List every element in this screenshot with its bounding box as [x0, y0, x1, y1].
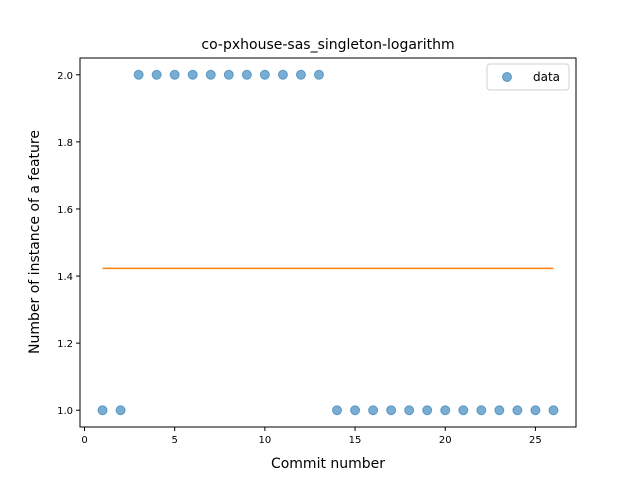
chart-title: co-pxhouse-sas_singleton-logarithm: [201, 37, 454, 53]
x-tick-label: 15: [349, 435, 362, 446]
data-point: [115, 405, 126, 416]
axes-frame: [79, 57, 577, 428]
y-axis-title: Number of instance of a feature: [27, 130, 43, 354]
data-point: [476, 405, 487, 416]
y-tick-label: 1.4: [57, 272, 73, 283]
legend-label-data: data: [533, 70, 560, 84]
x-tick-label: 25: [529, 435, 542, 446]
y-tick-label: 1.2: [57, 339, 73, 350]
data-point: [151, 69, 162, 80]
data-point: [259, 69, 270, 80]
data-point: [512, 405, 523, 416]
y-tick-label: 1.6: [57, 205, 73, 216]
x-tick-label: 20: [439, 435, 452, 446]
data-point: [548, 405, 559, 416]
plot-area: [97, 69, 559, 416]
data-point: [530, 405, 541, 416]
data-point: [223, 69, 234, 80]
x-axis-title: Commit number: [271, 456, 385, 472]
x-tick-label: 0: [81, 435, 87, 446]
data-point: [313, 69, 324, 80]
data-point: [458, 405, 469, 416]
data-point: [133, 69, 144, 80]
x-tick-label: 10: [259, 435, 272, 446]
data-point: [97, 405, 108, 416]
data-point: [277, 69, 288, 80]
data-point: [295, 69, 306, 80]
data-point: [241, 69, 252, 80]
y-tick-label: 2.0: [57, 71, 73, 82]
data-point: [386, 405, 397, 416]
data-point: [494, 405, 505, 416]
y-tick-label: 1.0: [57, 406, 73, 417]
data-point: [368, 405, 379, 416]
data-point: [350, 405, 361, 416]
data-point: [187, 69, 198, 80]
data-point: [205, 69, 216, 80]
legend: data: [486, 63, 570, 91]
x-axis: 0 5 10 15 20 25: [81, 427, 542, 446]
data-point: [169, 69, 180, 80]
x-tick-label: 5: [172, 435, 178, 446]
legend-marker-data: [502, 72, 512, 82]
data-point: [440, 405, 451, 416]
data-point: [404, 405, 415, 416]
data-point: [332, 405, 343, 416]
y-axis: 1.0 1.2 1.4 1.6 1.8 2.0: [57, 71, 80, 417]
y-tick-label: 1.8: [57, 138, 73, 149]
data-point: [422, 405, 433, 416]
legend-box: [486, 63, 570, 91]
